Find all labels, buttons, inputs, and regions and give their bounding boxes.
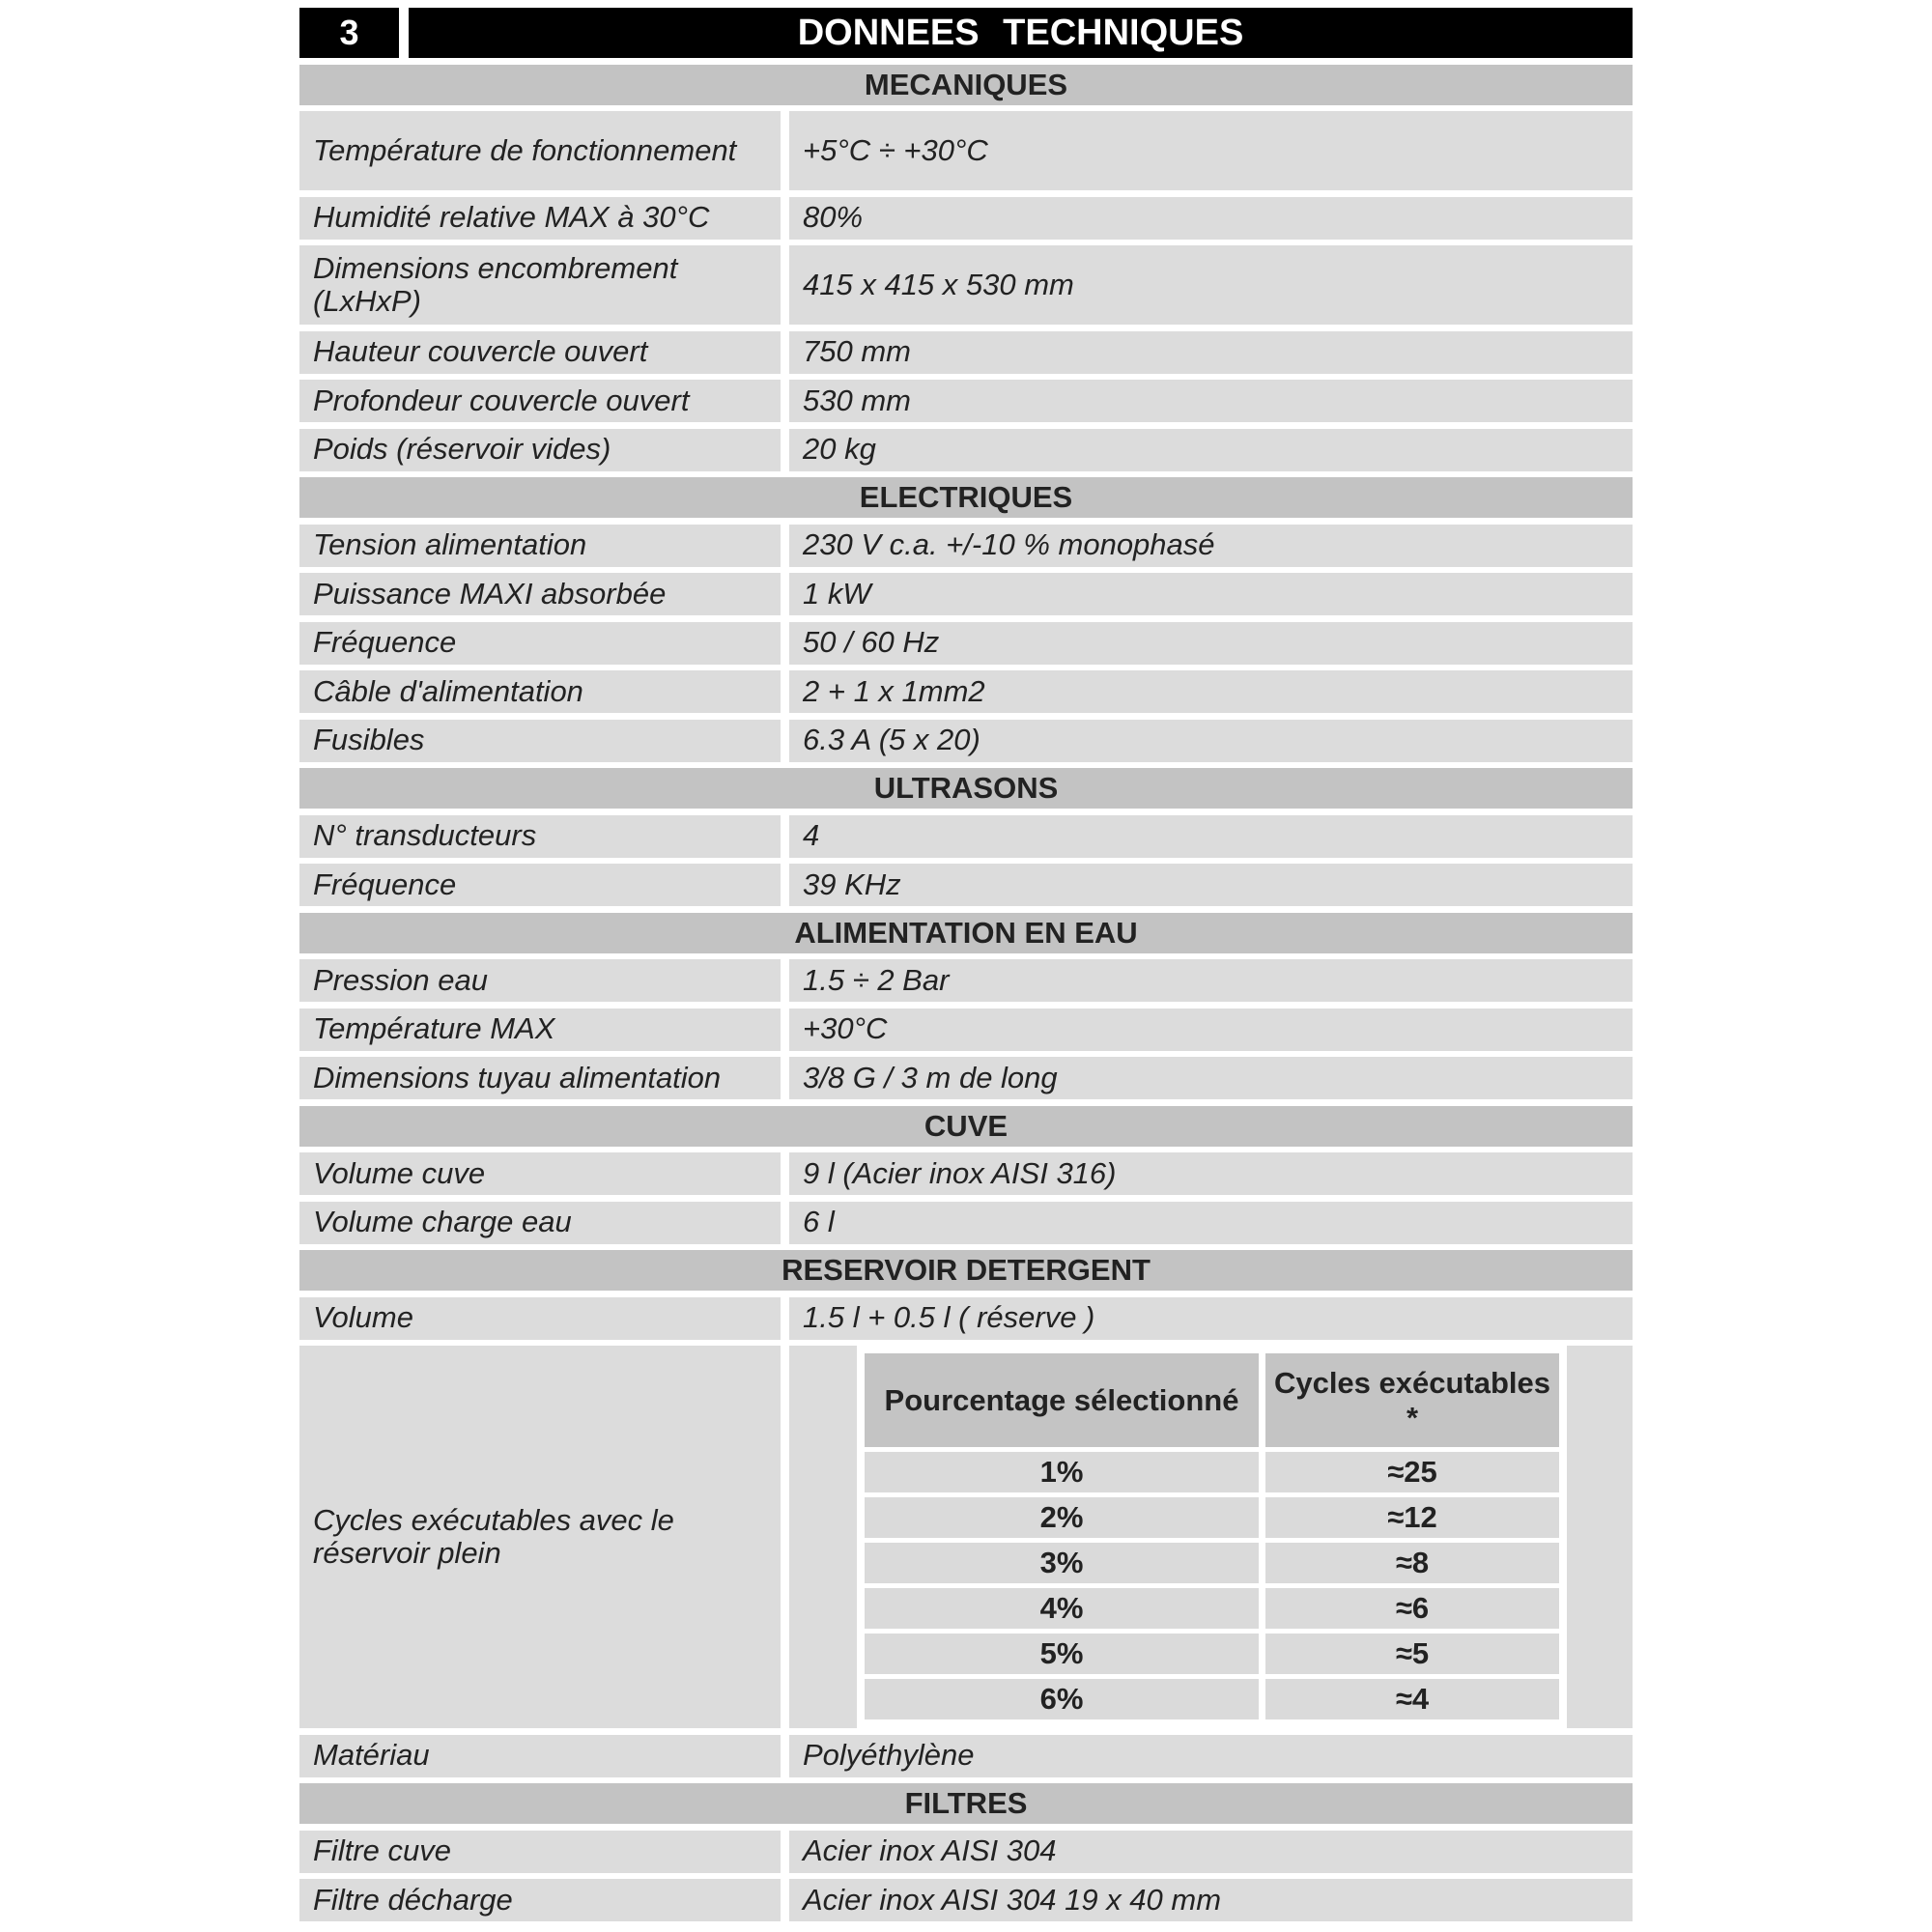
row-value: 530 mm	[789, 380, 1633, 422]
row-label: Matériau	[299, 1734, 781, 1777]
row-label: Hauteur couvercle ouvert	[299, 330, 781, 374]
table-row: Humidité relative MAX à 30°C 80%	[299, 196, 1633, 240]
table-row: Volume charge eau 6 l	[299, 1201, 1633, 1244]
technical-data-table: 3 DONNEES TECHNIQUES MECANIQUES Températu…	[299, 8, 1633, 1921]
row-label: Fréquence	[299, 864, 781, 906]
cycles-table: Pourcentage sélectionné Cycles exécutable…	[865, 1346, 1559, 1728]
row-label: Puissance MAXI absorbée	[299, 573, 781, 615]
section-header: ALIMENTATION EN EAU	[299, 912, 1633, 953]
section-header: RESERVOIR DETERGENT	[299, 1250, 1633, 1291]
table-row: Température de fonctionnement +5°C ÷ +30°…	[299, 111, 1633, 190]
table-row: Matériau Polyéthylène	[299, 1734, 1633, 1777]
table-row: Pression eau 1.5 ÷ 2 Bar	[299, 959, 1633, 1002]
section-header: FILTRES	[299, 1783, 1633, 1824]
page-title: DONNEES TECHNIQUES	[409, 8, 1633, 58]
table-row: Volume 1.5 l + 0.5 l ( réserve )	[299, 1296, 1633, 1340]
table-row: Filtre cuve Acier inox AISI 304	[299, 1830, 1633, 1873]
table-row: Fréquence 39 KHz	[299, 864, 1633, 906]
row-label: Volume charge eau	[299, 1201, 781, 1244]
row-label: Filtre décharge	[299, 1879, 781, 1921]
cycles-table-cell: ≈8	[1265, 1543, 1559, 1583]
table-row: Tension alimentation 230 V c.a. +/-10 % m…	[299, 524, 1633, 567]
cycles-table-header: Cycles exécutables *	[1265, 1353, 1559, 1447]
table-row: Cycles exécutables avec le réservoir ple…	[299, 1346, 1633, 1728]
table-row: Hauteur couvercle ouvert 750 mm	[299, 330, 1633, 374]
table-row: Profondeur couvercle ouvert 530 mm	[299, 380, 1633, 422]
row-value: 6.3 A (5 x 20)	[789, 719, 1633, 762]
table-row: Fusibles 6.3 A (5 x 20)	[299, 719, 1633, 762]
table-row: Puissance MAXI absorbée 1 kW	[299, 573, 1633, 615]
chapter-number: 3	[299, 8, 399, 58]
row-value: +30°C	[789, 1008, 1633, 1051]
row-value: 4	[789, 814, 1633, 858]
row-value: 1.5 ÷ 2 Bar	[789, 959, 1633, 1002]
table-row: Fréquence 50 / 60 Hz	[299, 621, 1633, 665]
title-bar: 3 DONNEES TECHNIQUES	[299, 8, 1633, 58]
cycles-table-cell: ≈12	[1265, 1497, 1559, 1538]
row-value: 1 kW	[789, 573, 1633, 615]
row-label: Fréquence	[299, 621, 781, 665]
table-row: N° transducteurs 4	[299, 814, 1633, 858]
row-value: 6 l	[789, 1201, 1633, 1244]
cycles-table-cell: 3%	[865, 1543, 1259, 1583]
table-row: Volume cuve 9 l (Acier inox AISI 316)	[299, 1152, 1633, 1195]
section-header: MECANIQUES	[299, 64, 1633, 105]
row-value: +5°C ÷ +30°C	[789, 111, 1633, 190]
row-value: 80%	[789, 196, 1633, 240]
spacer	[789, 1346, 857, 1728]
row-label: Pression eau	[299, 959, 781, 1002]
row-label: Dimensions encombrement (LxHxP)	[299, 245, 781, 325]
row-label: Filtre cuve	[299, 1830, 781, 1873]
table-row: Dimensions tuyau alimentation 3/8 G / 3 m…	[299, 1057, 1633, 1099]
row-label: Fusibles	[299, 719, 781, 762]
row-label: Cycles exécutables avec le réservoir ple…	[299, 1346, 781, 1728]
table-row: Température MAX +30°C	[299, 1008, 1633, 1051]
cycles-table-cell: ≈4	[1265, 1679, 1559, 1719]
table-row: Poids (réservoir vides) 20 kg	[299, 428, 1633, 471]
cycles-table-cell: 5%	[865, 1634, 1259, 1674]
cycles-table-cell: ≈5	[1265, 1634, 1559, 1674]
row-value: 750 mm	[789, 330, 1633, 374]
row-value: 230 V c.a. +/-10 % monophasé	[789, 524, 1633, 567]
row-label: Volume cuve	[299, 1152, 781, 1195]
cycles-table-header: Pourcentage sélectionné	[865, 1353, 1259, 1447]
row-label: Poids (réservoir vides)	[299, 428, 781, 471]
row-label: Tension alimentation	[299, 524, 781, 567]
cycles-table-cell: ≈25	[1265, 1452, 1559, 1492]
cycles-table-container: Pourcentage sélectionné Cycles exécutable…	[789, 1346, 1633, 1728]
table-row: Filtre décharge Acier inox AISI 304 19 x …	[299, 1879, 1633, 1921]
section-header: ULTRASONS	[299, 768, 1633, 809]
row-label: N° transducteurs	[299, 814, 781, 858]
row-value: 415 x 415 x 530 mm	[789, 245, 1633, 325]
table-row: Câble d'alimentation 2 + 1 x 1mm2	[299, 670, 1633, 713]
cycles-table-cell: 1%	[865, 1452, 1259, 1492]
row-value: 1.5 l + 0.5 l ( réserve )	[789, 1296, 1633, 1340]
row-value: 20 kg	[789, 428, 1633, 471]
row-value: Polyéthylène	[789, 1734, 1633, 1777]
row-label: Profondeur couvercle ouvert	[299, 380, 781, 422]
spacer	[1567, 1346, 1633, 1728]
row-value: 3/8 G / 3 m de long	[789, 1057, 1633, 1099]
cycles-table-cell: ≈6	[1265, 1588, 1559, 1629]
row-value: 50 / 60 Hz	[789, 621, 1633, 665]
row-label: Température MAX	[299, 1008, 781, 1051]
row-label: Dimensions tuyau alimentation	[299, 1057, 781, 1099]
cycles-table-cell: 4%	[865, 1588, 1259, 1629]
row-value: 39 KHz	[789, 864, 1633, 906]
row-value: Acier inox AISI 304 19 x 40 mm	[789, 1879, 1633, 1921]
cycles-table-cell: 2%	[865, 1497, 1259, 1538]
row-label: Volume	[299, 1296, 781, 1340]
row-value: 9 l (Acier inox AISI 316)	[789, 1152, 1633, 1195]
row-label: Température de fonctionnement	[299, 111, 781, 190]
table-row: Dimensions encombrement (LxHxP) 415 x 415…	[299, 245, 1633, 325]
section-header: CUVE	[299, 1105, 1633, 1147]
row-value: Acier inox AISI 304	[789, 1830, 1633, 1873]
section-header: ELECTRIQUES	[299, 477, 1633, 518]
row-label: Humidité relative MAX à 30°C	[299, 196, 781, 240]
row-value: 2 + 1 x 1mm2	[789, 670, 1633, 713]
cycles-table-cell: 6%	[865, 1679, 1259, 1719]
row-label: Câble d'alimentation	[299, 670, 781, 713]
